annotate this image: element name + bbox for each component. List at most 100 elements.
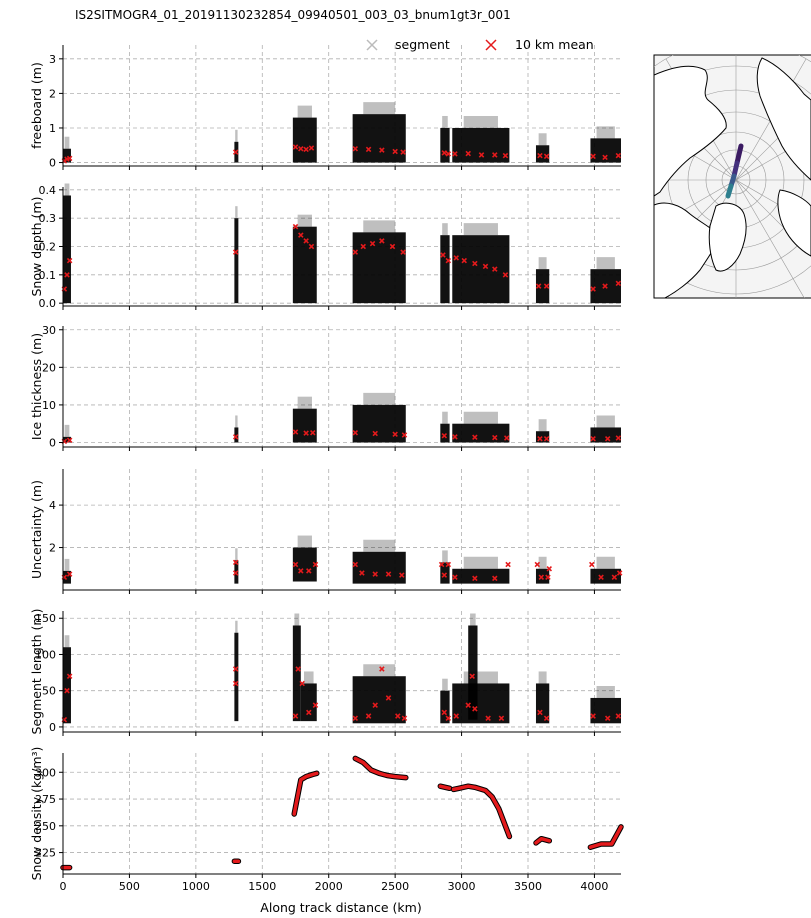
mean-point — [379, 238, 385, 244]
mean-point — [66, 437, 73, 444]
density-line — [534, 836, 552, 845]
mean-point — [66, 257, 73, 264]
mean-point — [306, 568, 312, 574]
mean-point — [445, 561, 452, 568]
mean-point-stroke — [66, 571, 73, 577]
mean-point — [298, 145, 304, 152]
mean-point — [295, 666, 301, 672]
mean-point-stroke — [453, 255, 460, 261]
y-tick-label: 10 — [42, 399, 56, 412]
mean-point — [303, 146, 309, 153]
mean-point — [472, 706, 478, 712]
mean-point — [441, 572, 448, 578]
x-tick-label: 500 — [119, 880, 140, 893]
mean-point — [472, 434, 478, 440]
mean-point — [590, 153, 596, 160]
mean-point-stroke — [485, 715, 491, 721]
mean-point-stroke — [502, 272, 509, 278]
y-tick-label: 2 — [49, 87, 56, 100]
mean-point-stroke — [589, 561, 595, 568]
mean-point-stroke — [472, 434, 478, 440]
mean-point-stroke — [602, 283, 608, 289]
segment-band — [440, 690, 450, 724]
mean-point — [485, 715, 491, 721]
mean-point — [292, 144, 299, 150]
segment-band — [535, 431, 550, 443]
mean-point — [537, 152, 543, 159]
mean-point-stroke — [379, 238, 385, 244]
y-axis-label: freeboard (m) — [29, 62, 44, 149]
mean-point-stroke — [590, 713, 596, 719]
x-tick-label: 2500 — [381, 880, 409, 893]
y-tick-label: 250 — [35, 820, 56, 833]
mean-point — [445, 715, 452, 721]
mean-point-stroke — [232, 249, 239, 255]
mean-point — [445, 257, 452, 264]
mean-point — [399, 572, 405, 578]
mean-point — [441, 432, 448, 439]
mean-point-stroke — [312, 702, 319, 708]
density-line — [588, 825, 623, 849]
segment-band — [452, 127, 510, 163]
y-tick-label: 0.3 — [39, 212, 57, 225]
mean-point-stroke — [352, 715, 359, 721]
mean-point — [538, 574, 545, 581]
mean-point-stroke — [372, 430, 378, 437]
mean-point-stroke — [352, 249, 359, 255]
segment-band — [452, 235, 510, 304]
mean-point-stroke — [232, 666, 239, 672]
segment-band — [292, 625, 301, 722]
mean-point-stroke — [395, 713, 401, 719]
mean-point — [310, 429, 316, 436]
mean-point-stroke — [452, 151, 458, 157]
mean-point — [616, 570, 623, 576]
mean-point — [441, 150, 448, 156]
mean-point — [232, 570, 239, 576]
mean-point — [545, 574, 551, 581]
y-tick-label: 0.1 — [39, 269, 57, 282]
mean-point-stroke — [232, 680, 239, 687]
mean-point — [453, 255, 460, 261]
mean-point — [232, 149, 239, 155]
segment-band — [292, 226, 317, 304]
segment-band — [452, 423, 510, 443]
panel-uncertainty: 2 4 Uncertainty (m) — [29, 469, 623, 594]
mean-point-stroke — [546, 566, 553, 572]
legend-segment-label: segment — [395, 37, 450, 52]
mean-point — [461, 257, 467, 264]
y-axis-label: Snow depth (m) — [29, 197, 44, 297]
mean-point-stroke — [359, 570, 365, 576]
mean-point — [66, 571, 73, 577]
mean-point — [385, 695, 392, 701]
segment-band — [234, 427, 239, 443]
mean-point-stroke — [543, 153, 550, 160]
mean-point — [379, 666, 385, 672]
mean-point-stroke — [482, 263, 489, 270]
mean-point — [543, 715, 550, 721]
mean-point — [365, 146, 372, 153]
segment-band — [440, 562, 450, 584]
mean-point-stroke — [498, 715, 505, 721]
x-tick-label: 1500 — [248, 880, 276, 893]
mean-point — [359, 570, 365, 576]
segment-band — [234, 218, 239, 304]
mean-point-stroke — [602, 154, 608, 161]
mean-point — [465, 150, 471, 157]
segment-band — [590, 697, 621, 724]
mean-point-stroke — [303, 430, 309, 436]
mean-point — [401, 432, 408, 438]
segment-band — [292, 408, 317, 443]
mean-point-stroke — [465, 702, 471, 708]
mean-point — [395, 713, 401, 719]
y-tick-label: 0.4 — [39, 184, 57, 197]
segment-band — [352, 114, 406, 163]
segment-band — [352, 551, 406, 584]
mean-point — [615, 280, 622, 287]
mean-point-stroke — [232, 434, 239, 440]
mean-point — [469, 673, 475, 679]
mean-point-stroke — [312, 561, 319, 568]
mean-point — [452, 574, 458, 581]
